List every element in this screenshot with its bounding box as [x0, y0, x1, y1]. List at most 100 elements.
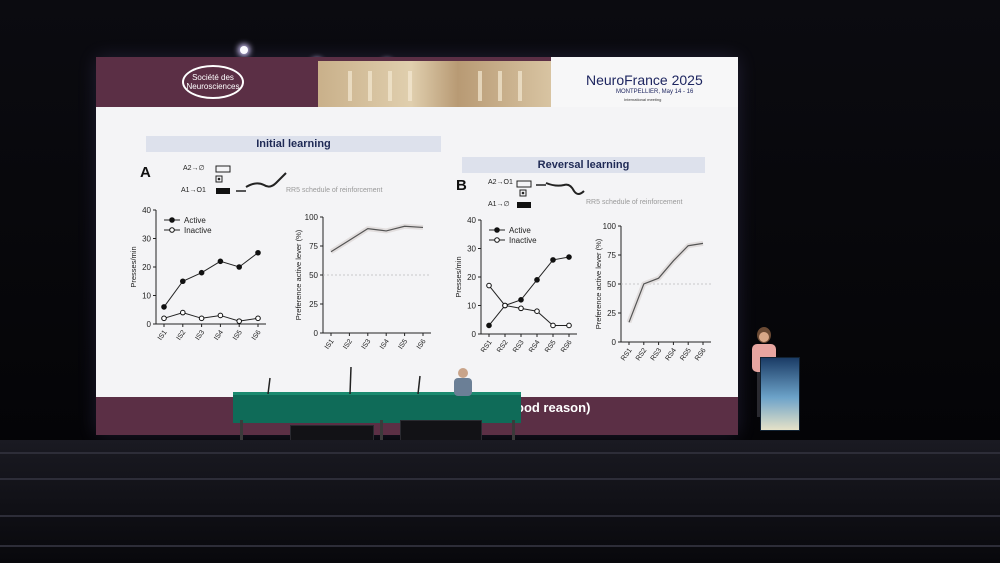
stage-edge [0, 452, 1000, 454]
y-tick-label: 30 [467, 245, 476, 254]
data-point-inactive [198, 315, 205, 322]
data-point-active [518, 297, 524, 303]
data-point-inactive [518, 305, 524, 312]
schema-a-line1: A2→∅ [183, 165, 205, 172]
section-initial-learning: Initial learning [146, 136, 441, 152]
stage-step [0, 478, 1000, 480]
y-tick-label: 10 [142, 292, 151, 301]
data-point-active [217, 258, 224, 265]
banner-right [551, 57, 738, 107]
y-axis-label: Preference active lever (%) [594, 238, 603, 329]
y-tick-label: 100 [603, 222, 617, 231]
y-tick-label: 40 [467, 216, 476, 225]
banner-photo [318, 61, 551, 107]
y-tick-label: 0 [472, 330, 477, 339]
y-tick-label: 0 [612, 338, 617, 347]
conference-subtitle: MONTPELLIER, May 14 - 16 [616, 89, 694, 95]
seat-row [0, 545, 1000, 547]
panel-letter-b: B [456, 177, 467, 194]
data-point-inactive [550, 322, 556, 329]
projection-screen: Société des Neurosciences NeuroFrance 20… [96, 57, 738, 435]
x-tick-label: IS4 [379, 338, 391, 351]
legend-label: Inactive [509, 236, 537, 245]
x-tick-label: IS2 [342, 338, 354, 351]
series-line-active [163, 252, 259, 308]
data-point-active [486, 322, 492, 329]
y-tick-label: 50 [607, 280, 616, 289]
legend-label: Active [184, 216, 206, 225]
legend-marker [494, 237, 500, 243]
schema-b-line1: A2→O1 [488, 179, 513, 186]
schedule-note-b: RR5 schedule of reinforcement [586, 199, 683, 206]
x-tick-label: IS6 [416, 338, 428, 351]
data-point-active [550, 257, 556, 263]
preference-line [330, 225, 424, 253]
legend-marker [169, 227, 175, 233]
x-tick-label: IS5 [232, 329, 244, 342]
x-tick-label: IS3 [194, 329, 206, 342]
y-tick-label: 25 [607, 309, 616, 318]
y-tick-label: 100 [305, 213, 319, 222]
y-tick-label: 25 [309, 300, 318, 309]
legend-label: Inactive [184, 226, 212, 235]
data-point-active [161, 304, 167, 310]
y-tick-label: 30 [142, 235, 151, 244]
y-axis-label: Presses/min [454, 256, 463, 297]
schema-a-line2: A1→O1 [181, 187, 206, 194]
y-tick-label: 0 [147, 320, 152, 329]
seat-row [0, 515, 1000, 517]
y-tick-label: 20 [142, 263, 151, 272]
series-line-inactive [163, 312, 259, 322]
legend-marker [169, 217, 175, 223]
table-leg [380, 420, 383, 442]
schedule-note-a: RR5 schedule of reinforcement [286, 187, 383, 194]
legend-label: Active [509, 226, 531, 235]
data-point-active [198, 269, 205, 276]
y-tick-label: 0 [314, 329, 319, 338]
lever-diagrams [215, 165, 585, 208]
y-axis-label: Preference active lever (%) [294, 229, 303, 320]
y-tick-label: 75 [309, 242, 318, 251]
ceiling-light [240, 46, 248, 54]
data-point-inactive [534, 308, 540, 314]
legend-marker [494, 227, 500, 233]
x-tick-label: IS4 [213, 329, 225, 342]
footer-text: ood reason) [516, 400, 591, 415]
panel-letter-a: A [140, 164, 151, 181]
data-point-active [534, 277, 540, 283]
y-tick-label: 75 [607, 251, 616, 260]
x-tick-label: IS1 [324, 338, 336, 351]
section-reversal-learning: Reversal learning [462, 157, 705, 173]
data-point-inactive [255, 315, 261, 322]
data-point-inactive [502, 302, 508, 309]
data-point-inactive [486, 282, 492, 289]
y-tick-label: 10 [467, 302, 476, 311]
stage-floor [0, 440, 1000, 563]
x-tick-label: IS6 [251, 329, 263, 342]
y-tick-label: 40 [142, 206, 151, 215]
table-leg [240, 420, 243, 442]
data-point-inactive [180, 309, 186, 316]
data-point-inactive [236, 318, 242, 324]
schema-b-line2: A1→∅ [488, 201, 510, 208]
conference-note: International meeting [624, 97, 662, 102]
conference-title: NeuroFrance 2025 [586, 72, 703, 88]
x-tick-label: IS3 [361, 338, 373, 351]
data-point-active [180, 278, 186, 285]
x-tick-label: IS1 [157, 329, 169, 342]
data-point-active [255, 249, 261, 256]
chart-preference-initial: 0 25 50 75 100 IS1 IS2 IS3 IS4 IS5 IS6 Preference a… [294, 213, 431, 351]
society-logo: Société des Neurosciences [182, 65, 244, 99]
data-point-active [236, 264, 242, 270]
table-leg [512, 420, 515, 442]
panel-table [233, 392, 521, 423]
y-tick-label: 50 [309, 271, 318, 280]
data-point-active [566, 254, 572, 260]
y-axis-label: Presses/min [129, 246, 138, 287]
data-point-inactive [161, 315, 167, 322]
x-tick-label: IS5 [397, 338, 409, 351]
y-tick-label: 20 [467, 273, 476, 282]
